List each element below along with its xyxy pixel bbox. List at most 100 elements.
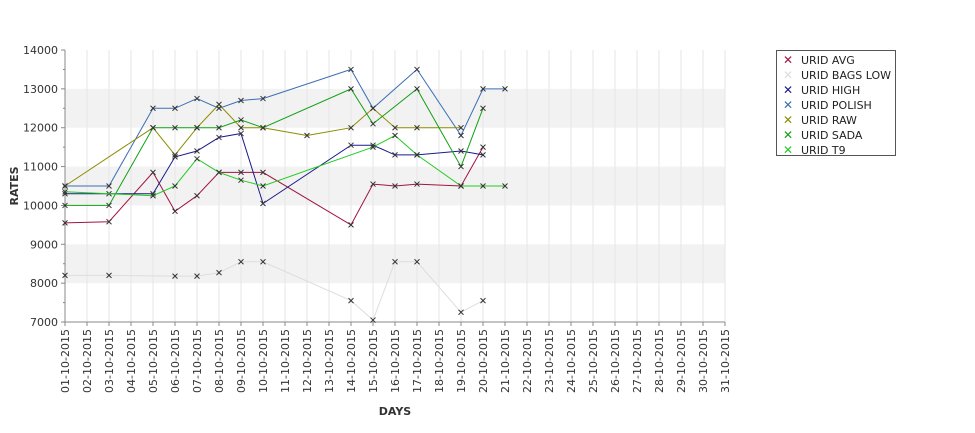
legend-label: URID AVG <box>801 54 855 67</box>
data-point <box>194 95 200 102</box>
x-tick-label: 30-10-2015 <box>697 329 710 393</box>
x-tick-label: 20-10-2015 <box>477 329 490 393</box>
data-point <box>194 192 200 199</box>
series-urid-polish <box>62 66 508 189</box>
x-tick-label: 12-10-2015 <box>301 329 314 393</box>
data-point <box>62 202 68 209</box>
data-point <box>370 317 376 323</box>
legend-label: URID BAGS LOW <box>801 69 892 82</box>
data-point <box>238 258 244 265</box>
legend-label: URID RAW <box>801 114 857 127</box>
x-tick-label: 02-10-2015 <box>81 329 94 393</box>
data-point <box>216 124 222 131</box>
data-point <box>414 181 420 187</box>
series-line <box>64 146 484 226</box>
x-tick-label: 23-10-2015 <box>543 329 556 393</box>
data-point <box>172 152 178 158</box>
x-tick-label: 27-10-2015 <box>631 329 644 393</box>
data-point <box>458 183 464 189</box>
y-axis-label: RATES <box>8 166 21 205</box>
data-point <box>106 183 112 189</box>
x-tick-label: 29-10-2015 <box>675 329 688 393</box>
legend-marker-icon: ✕ <box>782 83 794 97</box>
x-tick-label: 24-10-2015 <box>565 329 578 393</box>
data-point <box>480 86 486 92</box>
y-tick-label: 8000 <box>30 277 58 290</box>
data-point <box>194 148 200 154</box>
data-point <box>370 120 376 127</box>
legend-item: ✕ URID POLISH <box>777 98 895 113</box>
data-point <box>238 169 244 176</box>
legend-item: ✕ URID SADA <box>777 128 895 143</box>
x-tick-label: 04-10-2015 <box>125 329 138 393</box>
data-point <box>150 192 156 199</box>
data-point <box>370 142 376 149</box>
data-point <box>502 86 508 92</box>
data-point <box>172 208 178 215</box>
x-tick-label: 10-10-2015 <box>257 329 270 393</box>
data-point <box>260 183 266 189</box>
data-point <box>238 97 244 104</box>
x-tick-label: 26-10-2015 <box>609 329 622 393</box>
data-point <box>238 177 244 184</box>
x-tick-label: 22-10-2015 <box>521 329 534 393</box>
data-point <box>106 202 112 209</box>
y-tick-labels: 7000 8000 9000 10000 11000 12000 13000 14000 <box>23 44 65 329</box>
data-point <box>260 95 266 102</box>
legend-item: ✕ URID T9 <box>777 143 895 158</box>
legend-item: ✕ URID BAGS LOW <box>777 68 895 83</box>
data-point <box>480 297 486 304</box>
x-tick-label: 28-10-2015 <box>653 329 666 393</box>
x-tick-label: 18-10-2015 <box>433 329 446 393</box>
data-point <box>172 124 178 131</box>
data-point <box>414 124 420 131</box>
x-tick-label: 21-10-2015 <box>499 329 512 393</box>
data-point <box>238 124 244 131</box>
series-lines <box>62 66 508 323</box>
data-point <box>370 144 376 150</box>
x-tick-label: 09-10-2015 <box>235 329 248 393</box>
data-point <box>414 258 420 265</box>
data-point <box>480 144 486 150</box>
data-point <box>150 124 156 131</box>
data-point <box>480 183 486 189</box>
x-tick-label: 16-10-2015 <box>389 329 402 393</box>
x-tick-label: 08-10-2015 <box>213 329 226 393</box>
legend-marker-icon: ✕ <box>782 53 794 67</box>
series-urid-bags-low <box>62 258 486 323</box>
data-point <box>238 117 244 123</box>
series-urid-sada <box>62 86 486 209</box>
data-point <box>502 183 508 189</box>
data-point <box>392 258 398 265</box>
data-point <box>392 152 398 158</box>
data-point <box>194 273 200 280</box>
data-point <box>216 101 222 108</box>
legend-marker-icon: ✕ <box>782 98 794 112</box>
series-urid-avg <box>62 144 486 228</box>
data-point <box>62 272 68 279</box>
x-tick-label: 31-10-2015 <box>719 329 732 393</box>
x-tick-labels: 01-10-2015 02-10-2015 03-10-2015 04-10-2015… <box>59 322 732 393</box>
x-tick-label: 06-10-2015 <box>169 329 182 393</box>
legend-label: URID POLISH <box>801 99 872 112</box>
data-point <box>348 86 354 92</box>
data-point <box>172 273 178 280</box>
data-point <box>348 222 354 228</box>
data-point <box>150 105 156 112</box>
legend-item: ✕ URID AVG <box>777 53 895 68</box>
data-point <box>172 154 178 160</box>
y-tick-label: 14000 <box>23 44 58 57</box>
data-point <box>62 183 68 189</box>
x-tick-label: 19-10-2015 <box>455 329 468 393</box>
data-point <box>414 152 420 158</box>
legend-label: URID T9 <box>801 144 846 157</box>
data-point <box>194 124 200 131</box>
legend-marker-icon: ✕ <box>782 128 794 142</box>
series-line <box>65 132 484 205</box>
y-tick-label: 10000 <box>23 199 58 212</box>
x-tick-label: 14-10-2015 <box>345 329 358 393</box>
data-point <box>370 105 376 112</box>
series-urid-t9 <box>62 132 508 199</box>
data-point <box>172 183 178 189</box>
